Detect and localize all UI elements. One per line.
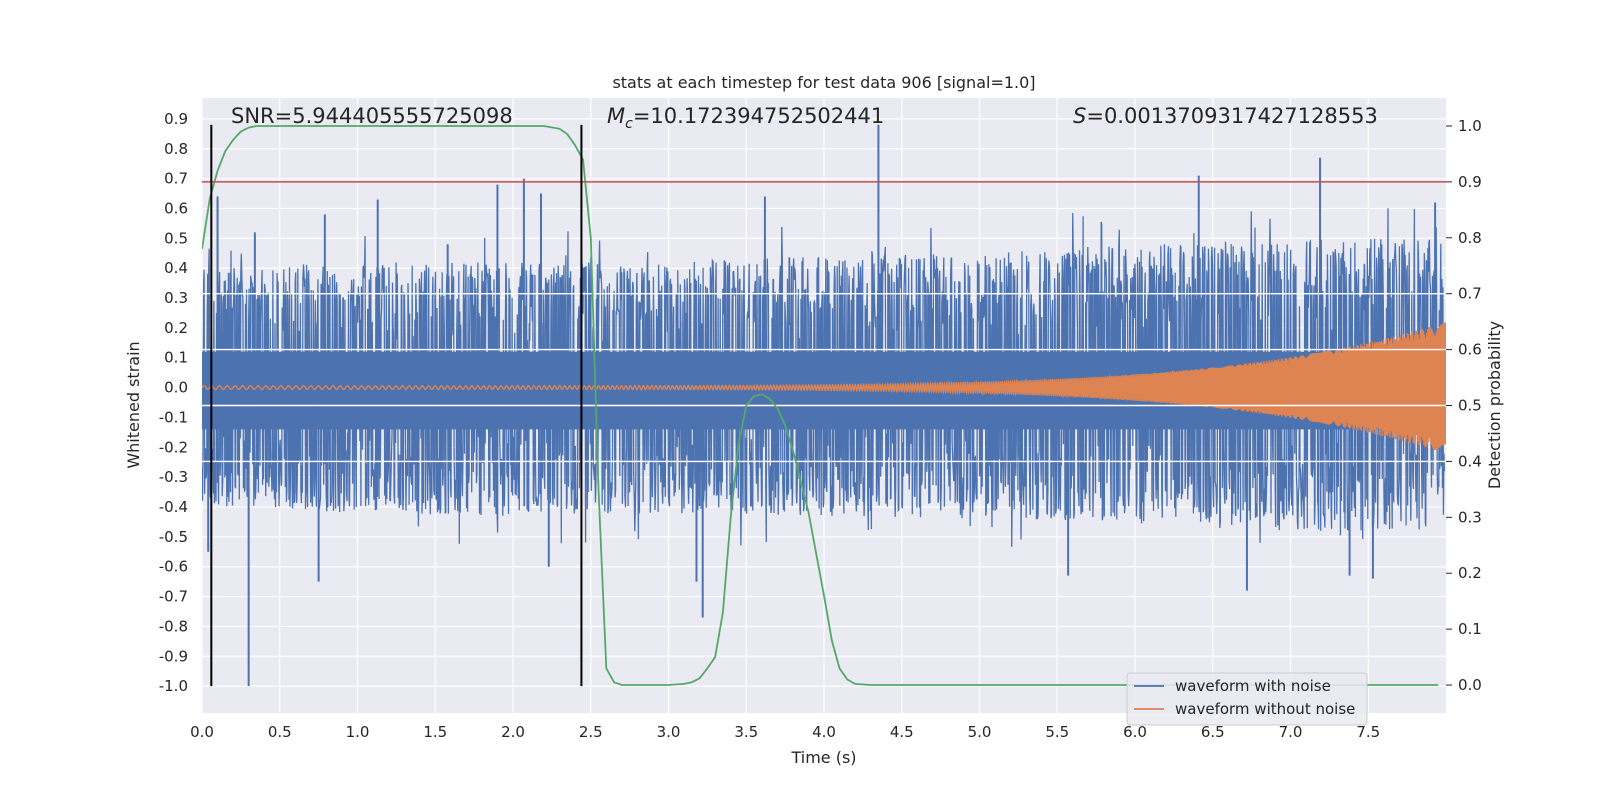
- y2-tick-label: 0.5: [1458, 397, 1482, 415]
- y2-tick-label: 0.1: [1458, 620, 1482, 638]
- chirp-mass-subscript: c: [625, 116, 633, 132]
- x-tick-label: 1.5: [423, 723, 447, 741]
- y2-axis-label: Detection probability: [1485, 321, 1504, 489]
- y-tick-label: -0.9: [159, 647, 188, 665]
- y2-tick-label: 0.3: [1458, 508, 1482, 526]
- y-tick-label: -1.0: [159, 677, 188, 695]
- y2-axis-ticks: 1.0 0.9 0.8 0.7 0.6 0.5 0.4 0.3 0.2 0.1 0.0: [1446, 117, 1482, 694]
- y-tick-label: 0.9: [164, 110, 188, 128]
- waveform-with-noise-series: [202, 124, 1446, 687]
- y2-tick-label: 0.2: [1458, 564, 1482, 582]
- y2-tick-label: 0.6: [1458, 341, 1482, 359]
- reference-lines: [202, 124, 1446, 687]
- y2-tick-label: 0.8: [1458, 229, 1482, 247]
- y-axis-ticks: 0.9 0.8 0.7 0.6 0.5 0.4 0.3 0.2 0.1 0.0 -0.1 -0.2 -0…: [159, 110, 188, 695]
- x-tick-label: 1.0: [346, 723, 370, 741]
- x-tick-label: 6.0: [1123, 723, 1147, 741]
- y-tick-label: -0.4: [159, 498, 188, 516]
- y-tick-label: 0.1: [164, 349, 188, 367]
- x-axis-label: Time (s): [790, 748, 856, 767]
- legend-label-clean: waveform without noise: [1175, 700, 1355, 718]
- y2-tick-label: 1.0: [1458, 117, 1482, 135]
- snr-annotation: SNR=5.944405555725098: [231, 104, 513, 128]
- x-tick-label: 7.5: [1356, 723, 1380, 741]
- y-tick-label: 0.8: [164, 140, 188, 158]
- x-tick-label: 0.5: [268, 723, 292, 741]
- y-tick-label: -0.6: [159, 558, 188, 576]
- y2-tick-label: 0.7: [1458, 285, 1482, 303]
- noise-waveform-line: [202, 208, 1446, 547]
- y-axis-label: Whitened strain: [124, 341, 143, 468]
- x-tick-label: 5.5: [1045, 723, 1069, 741]
- y2-tick-label: 0.0: [1458, 676, 1482, 694]
- clean-waveform-line: [202, 322, 1446, 450]
- x-tick-label: 0.0: [190, 723, 214, 741]
- y-tick-label: -0.8: [159, 617, 188, 635]
- y-tick-label: 0.6: [164, 199, 188, 217]
- x-tick-label: 6.5: [1201, 723, 1225, 741]
- s-symbol: S: [1073, 104, 1086, 128]
- chirp-mass-annotation: Mc=10.172394752502441: [607, 104, 884, 132]
- legend: waveform with noise waveform without noi…: [1126, 672, 1368, 726]
- probability-line: [202, 125, 1439, 686]
- y2-tick-label: 0.9: [1458, 173, 1482, 191]
- x-tick-label: 2.5: [579, 723, 603, 741]
- y-tick-label: 0.7: [164, 170, 188, 188]
- y-tick-label: -0.7: [159, 588, 188, 606]
- y-tick-label: 0.3: [164, 289, 188, 307]
- x-tick-label: 4.0: [812, 723, 836, 741]
- y-tick-label: -0.3: [159, 468, 188, 486]
- y-tick-label: 0.5: [164, 229, 188, 247]
- legend-box: [1126, 672, 1368, 726]
- y-tick-label: 0.4: [164, 259, 188, 277]
- x-axis-ticks: 0.0 0.5 1.0 1.5 2.0 2.5 3.0 3.5 4.0 4.5 5.0 5.5 6.0 6…: [190, 723, 1380, 741]
- chart-title: stats at each timestep for test data 906…: [612, 73, 1035, 92]
- x-tick-label: 4.5: [890, 723, 914, 741]
- x-tick-label: 5.0: [968, 723, 992, 741]
- x-tick-label: 7.0: [1279, 723, 1303, 741]
- y-tick-label: -0.1: [159, 408, 188, 426]
- waveform-without-noise-series: [202, 322, 1446, 450]
- x-tick-label: 3.0: [657, 723, 681, 741]
- s-value: =0.0013709317427128553: [1086, 104, 1378, 128]
- y-tick-label: 0.2: [164, 319, 188, 337]
- y-tick-label: 0.0: [164, 379, 188, 397]
- s-annotation: S=0.0013709317427128553: [1073, 104, 1378, 128]
- chirp-mass-value: =10.172394752502441: [633, 104, 884, 128]
- x-tick-label: 2.0: [501, 723, 525, 741]
- x-tick-label: 3.5: [734, 723, 758, 741]
- y-tick-label: -0.5: [159, 528, 188, 546]
- chirp-mass-symbol: M: [607, 104, 625, 128]
- secondary-grid-lines: [202, 292, 1446, 463]
- y2-tick-label: 0.4: [1458, 452, 1482, 470]
- detection-probability-series: [202, 125, 1439, 686]
- legend-label-noise: waveform with noise: [1175, 677, 1331, 695]
- y-tick-label: -0.2: [159, 438, 188, 456]
